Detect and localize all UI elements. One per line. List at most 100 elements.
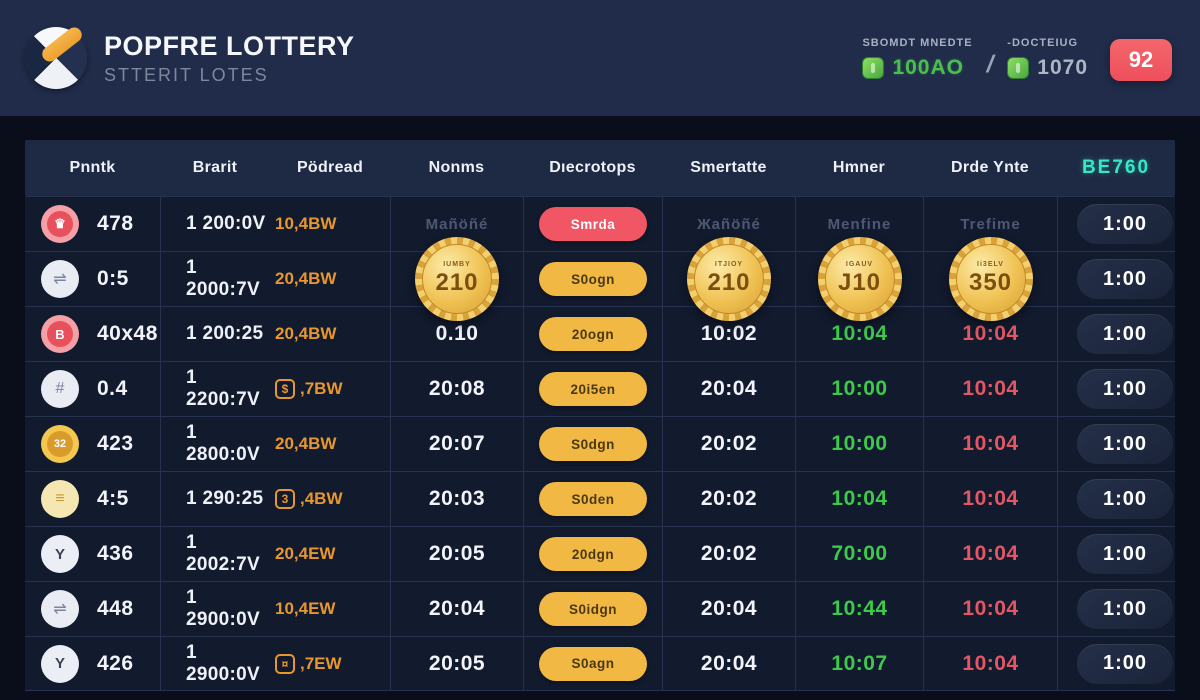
honer-value: 70:00 — [831, 542, 888, 565]
value-cell: 20:04 — [662, 582, 795, 636]
podread-icon: 3 — [275, 489, 295, 509]
value-cell: 20:02 — [662, 527, 795, 581]
table-row[interactable]: #0.4 1 2200:7V $ ,7BW 20:08 20i5en 20:04 10:00 1… — [25, 361, 1175, 416]
timer-button[interactable]: 1:00 — [1077, 534, 1173, 574]
value-cell: 10:04 — [795, 307, 923, 361]
value-cell: 10:02 — [662, 307, 795, 361]
rank-icon: B — [41, 315, 79, 353]
column-header-date: Drde Ynte — [951, 159, 1029, 176]
rank-icon-glyph: ⇌ — [53, 601, 67, 618]
norms-value: 20:07 — [428, 432, 486, 455]
medal-badge-icon: IUMBY 210 — [415, 237, 499, 321]
table-row[interactable]: Y 436 1 2002:7V 20,4EW 20:05 20dgn 20:02 70:00 1… — [25, 526, 1175, 581]
value-cell: 20ogn — [523, 307, 662, 361]
status-pill-yellow[interactable]: 20i5en — [539, 372, 647, 406]
rank-cell: 32 423 — [25, 417, 160, 471]
norms-value: 0.10 — [435, 322, 479, 345]
value-cell: 20:07 — [390, 417, 523, 471]
column-header-norms: Nonms — [428, 159, 485, 176]
timer-button[interactable]: 1:00 — [1077, 314, 1173, 354]
smertatte-value: 20:04 — [700, 377, 758, 400]
value-cell: 20:02 — [662, 417, 795, 471]
rank-icon: Y — [41, 644, 79, 683]
timer-cell: 1:00 — [1057, 252, 1175, 306]
brand-cell: 1 2000:7V — [160, 252, 270, 306]
medal-core: Ii3ELV 350 — [955, 244, 1026, 314]
rank-cell: ≡ 4:5 — [25, 472, 160, 526]
smertatte-value: 10:02 — [700, 322, 758, 345]
table-header-row: Pnntk Brarit Pödread Nonms Dıecrotops Sm… — [25, 140, 1175, 196]
rank-cell: ⇌ 0:5 — [25, 252, 160, 306]
honer-value: Menfine — [827, 215, 892, 233]
date-value: Trefime — [960, 215, 1021, 233]
smertatte-value: 20:02 — [700, 487, 758, 510]
brand-value: 1 200:25 — [186, 323, 264, 344]
table-row[interactable]: ⇌ 0:5 1 2000:7V 20,4BW IUMBY 210 S0ogn ITJIOY 21… — [25, 237, 1175, 321]
timer-button[interactable]: 1:00 — [1077, 369, 1173, 409]
timer-cell: 1:00 — [1057, 197, 1175, 251]
rank-icon-glyph: Y — [54, 545, 65, 563]
podread-cell: 10,4EW — [270, 582, 390, 636]
credits-stat-label: SBOMDT MNEDTE — [862, 36, 973, 49]
brand-cell: 1 200:0V — [160, 197, 270, 251]
notification-badge[interactable]: 92 — [1110, 39, 1172, 81]
timer-button[interactable]: 1:00 — [1077, 259, 1173, 299]
brand-cell: 1 290:25 — [160, 472, 270, 526]
table-row[interactable]: ♛ 478 1 200:0V 10,4BW Mañöñé Smrda Жañöñé Menfi… — [25, 196, 1175, 251]
date-value: 10:04 — [962, 487, 1019, 510]
date-value: 10:04 — [962, 377, 1019, 400]
table-row[interactable]: Y 426 1 2900:0V ¤ ,7EW 20:05 S0agn 20:04 10:07 10… — [25, 636, 1175, 691]
value-cell: S0dgn — [523, 417, 662, 471]
value-cell: 10:04 — [923, 472, 1057, 526]
status-pill-red[interactable]: Smrda — [539, 207, 647, 241]
timer-button[interactable]: 1:00 — [1077, 204, 1173, 244]
status-pill-yellow[interactable]: S0den — [539, 482, 647, 516]
brand-value: 1 2002:7V — [186, 532, 260, 575]
rank-icon: ≡ — [41, 480, 79, 518]
status-pill-yellow[interactable]: S0agn — [539, 646, 647, 681]
podread-cell: 20,4BW — [270, 307, 390, 361]
table-row[interactable]: 32 423 1 2800:0V 20,4BW 20:07 S0dgn 20:02 10:00… — [25, 416, 1175, 471]
norms-value: 20:08 — [428, 377, 486, 400]
brand-value: 1 290:25 — [186, 488, 264, 509]
rank-icon: ♛ — [41, 205, 79, 243]
table-row[interactable]: B 40x48 1 200:25 20,4BW 0.10 20ogn 10:02 10:04 1… — [25, 306, 1175, 361]
podread-value: ,4BW — [300, 489, 343, 508]
status-pill-yellow[interactable]: S0dgn — [539, 427, 647, 461]
value-cell: 20:05 — [390, 527, 523, 581]
medal-value: J10 — [837, 269, 882, 296]
value-cell: Mañöñé — [390, 197, 523, 251]
rank-cell: ♛ 478 — [25, 197, 160, 251]
status-pill-yellow[interactable]: 20ogn — [539, 317, 647, 351]
value-cell: Menfine — [795, 197, 923, 251]
status-pill-yellow[interactable]: 20dgn — [539, 537, 647, 571]
timer-button[interactable]: 1:00 — [1077, 479, 1173, 519]
timer-button[interactable]: 1:00 — [1077, 589, 1173, 629]
column-header-brand: Brarit — [192, 159, 238, 176]
norms-value: 20:03 — [428, 487, 486, 510]
timer-cell: 1:00 — [1057, 472, 1175, 526]
timer-button[interactable]: 1:00 — [1077, 643, 1173, 684]
table-row[interactable]: ⇌ 448 1 2900:0V 10,4EW 20:04 S0idgn 20:04 10:44… — [25, 581, 1175, 636]
medal-core: IUMBY 210 — [422, 244, 492, 314]
brand-cell: 1 200:25 — [160, 307, 270, 361]
norms-value: 20:05 — [428, 651, 486, 675]
status-pill-yellow[interactable]: S0ogn — [539, 262, 647, 296]
table-row[interactable]: ≡ 4:5 1 290:25 3 ,4BW 20:03 S0den 20:02 10:04 10:… — [25, 471, 1175, 526]
timer-button[interactable]: 1:00 — [1077, 424, 1173, 464]
podread-cell: 10,4BW — [270, 197, 390, 251]
timer-cell: 1:00 — [1057, 417, 1175, 471]
rank-icon-glyph: Y — [54, 655, 65, 672]
rank-value: 0.4 — [97, 377, 128, 400]
status-pill-yellow[interactable]: S0idgn — [539, 592, 647, 626]
norms-value: Mañöñé — [425, 215, 489, 233]
date-value: 10:04 — [962, 597, 1019, 620]
smertatte-value: 20:02 — [700, 432, 758, 455]
rank-icon-glyph: 32 — [47, 431, 73, 457]
rank-value: 423 — [97, 432, 134, 455]
value-cell: S0idgn — [523, 582, 662, 636]
brand-value: 1 2900:0V — [186, 587, 260, 630]
value-cell: 10:04 — [923, 417, 1057, 471]
column-header-smertatte: Smertatte — [690, 159, 767, 176]
value-cell: 10:44 — [795, 582, 923, 636]
